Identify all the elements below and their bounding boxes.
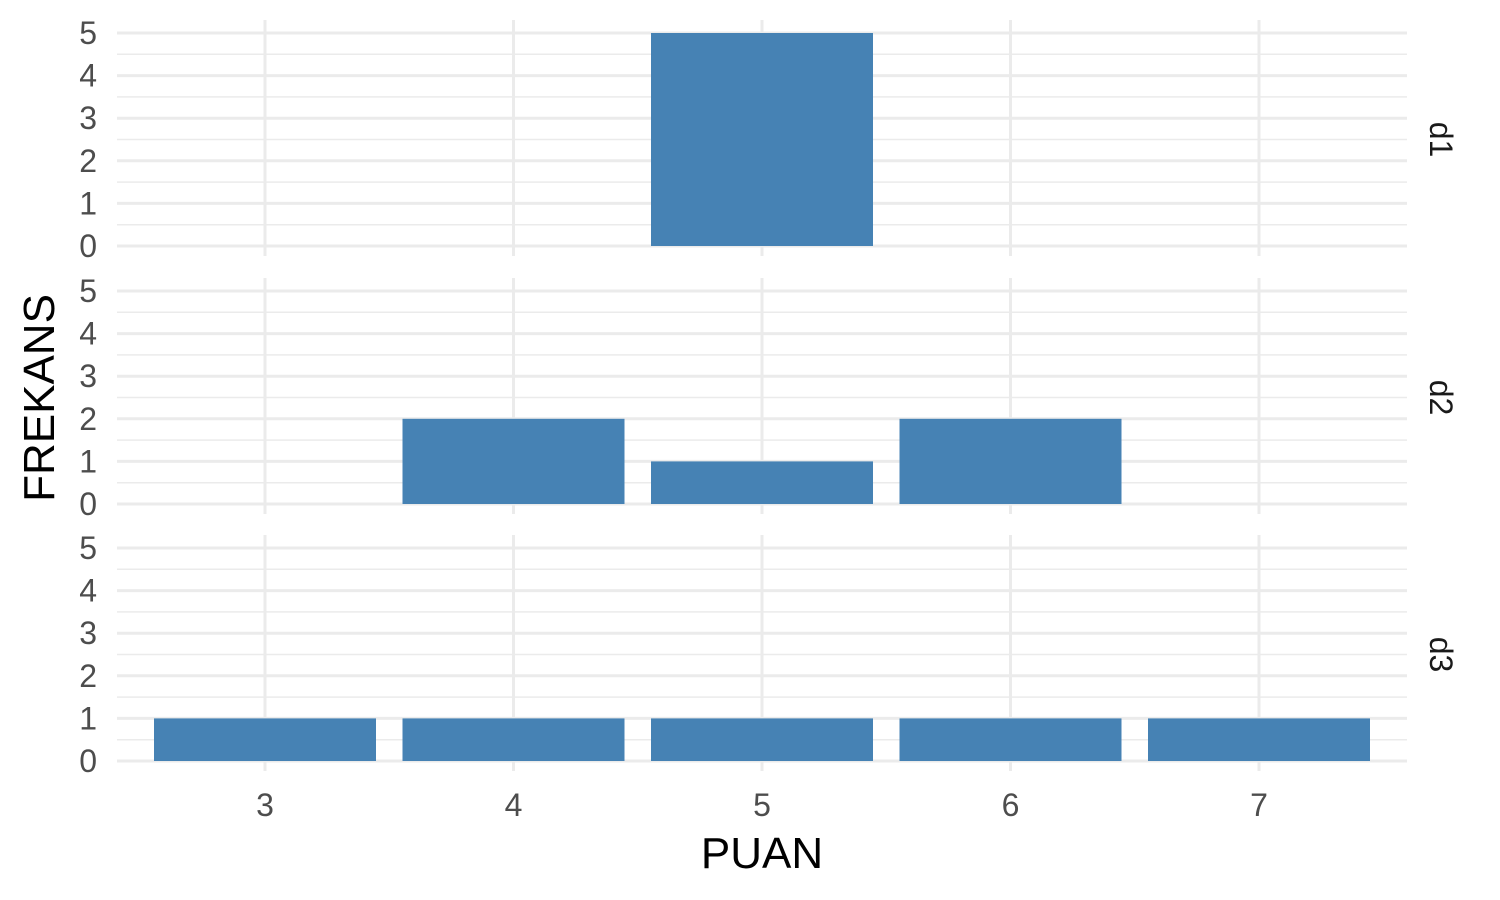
x-tick-labels: 3 4 5 6 7 <box>256 787 1268 823</box>
bar-d3-5 <box>651 718 873 761</box>
facet-strip-label: d3 <box>1423 637 1459 673</box>
facet-strip-label: d1 <box>1423 122 1459 158</box>
bar-d2-4 <box>402 418 625 504</box>
facet-panel-d1: 0 1 2 3 4 5 d1 <box>79 15 1459 264</box>
bar-d3-3 <box>154 718 376 761</box>
y-tick-label: 1 <box>79 700 97 736</box>
y-tick-label: 3 <box>79 358 97 394</box>
y-tick-label: 2 <box>79 401 97 437</box>
facet-panel-d2: 0 1 2 3 4 5 d2 <box>79 273 1459 522</box>
chart-panels: 0 1 2 3 4 5 d1 0 1 2 3 4 5 d2 0 1 2 3 4 5 d3 <box>79 15 1459 779</box>
bar-d1-5 <box>651 33 873 246</box>
y-tick-label: 5 <box>79 530 97 566</box>
y-tick-label: 2 <box>79 143 97 179</box>
facet-panel-d3: 0 1 2 3 4 5 d3 <box>79 530 1459 779</box>
x-axis-title: PUAN <box>701 829 823 878</box>
bar-d2-5 <box>651 461 873 504</box>
bar-d3-7 <box>1148 718 1370 761</box>
y-tick-label: 3 <box>79 100 97 136</box>
y-tick-label: 3 <box>79 615 97 651</box>
bar-d3-6 <box>899 718 1122 761</box>
facet-strip-label: d2 <box>1423 380 1459 416</box>
y-tick-label: 0 <box>79 743 97 779</box>
bar-d3-4 <box>402 718 625 761</box>
y-tick-label: 5 <box>79 273 97 309</box>
y-tick-label: 2 <box>79 658 97 694</box>
y-tick-label: 4 <box>79 316 97 352</box>
y-tick-label: 4 <box>79 573 97 609</box>
y-tick-label: 0 <box>79 486 97 522</box>
y-tick-label: 1 <box>79 443 97 479</box>
x-tick-label: 6 <box>1002 787 1020 823</box>
y-tick-label: 1 <box>79 185 97 221</box>
y-axis-title: FREKANS <box>15 294 64 502</box>
bar-d2-6 <box>899 418 1122 504</box>
y-tick-label: 4 <box>79 58 97 94</box>
x-tick-label: 7 <box>1250 787 1268 823</box>
x-tick-label: 4 <box>505 787 523 823</box>
x-tick-label: 5 <box>753 787 771 823</box>
x-tick-label: 3 <box>256 787 274 823</box>
y-tick-label: 0 <box>79 228 97 264</box>
y-tick-label: 5 <box>79 15 97 51</box>
